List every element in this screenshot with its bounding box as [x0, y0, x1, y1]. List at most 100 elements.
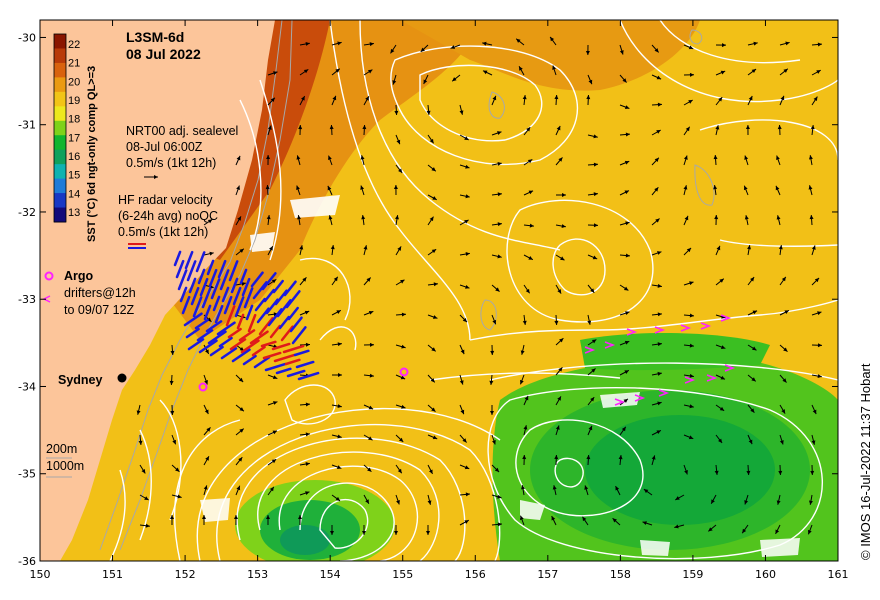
- current-arrowhead: [711, 499, 715, 504]
- current-arrowhead: [328, 215, 333, 220]
- current-arrowhead: [586, 455, 591, 460]
- radar-arrow: [262, 351, 282, 360]
- current-arrowhead: [686, 247, 692, 253]
- current-arrowhead: [482, 41, 487, 46]
- radar-arrow: [256, 307, 270, 324]
- current-arrowhead: [584, 485, 589, 490]
- drifter-chevron: [654, 326, 666, 334]
- current-arrowhead: [490, 350, 495, 355]
- current-arrowhead: [783, 347, 788, 352]
- radar-arrow: [228, 260, 239, 282]
- current-arrowhead: [138, 440, 143, 445]
- current-arrowhead: [775, 529, 780, 534]
- current-arrowhead: [751, 69, 757, 74]
- current-arrowhead: [720, 70, 726, 75]
- current-arrowhead: [623, 286, 629, 291]
- current-arrowhead: [561, 224, 566, 229]
- y-tick-label: -33: [18, 293, 36, 306]
- current-arrowhead: [298, 515, 302, 519]
- current-arrowhead: [655, 218, 660, 223]
- radar-arrow: [293, 349, 310, 357]
- current-arrowhead: [337, 41, 342, 46]
- current-arrowhead: [593, 192, 598, 197]
- radar-arrow: [206, 259, 215, 276]
- radar-arrow: [218, 336, 233, 348]
- radar-arrow: [243, 287, 254, 309]
- current-arrowhead: [236, 485, 241, 491]
- current-arrowhead: [426, 531, 430, 535]
- current-arrowhead: [554, 455, 559, 460]
- radar-arrow: [219, 269, 230, 291]
- radar-arrow: [209, 345, 224, 357]
- radar-arrow: [197, 268, 206, 285]
- title-product: L3SM-6d: [126, 29, 184, 45]
- current-arrowhead: [337, 404, 342, 409]
- current-arrowhead: [431, 407, 436, 412]
- current-arrowhead: [615, 486, 620, 491]
- y-tick-label: -30: [18, 31, 36, 44]
- colorbar-segment: [54, 91, 66, 107]
- current-arrowhead: [716, 245, 721, 251]
- radar-arrow: [232, 286, 242, 306]
- current-arrowhead: [520, 515, 524, 521]
- current-arrowhead: [429, 138, 434, 144]
- colorbar: 22 21 20 19 18 17 16 15 14 13: [53, 33, 80, 223]
- current-arrowhead: [746, 470, 751, 475]
- current-arrowhead: [401, 312, 406, 317]
- drifter-chevron: [720, 314, 732, 322]
- current-arrowhead: [497, 131, 502, 135]
- current-arrowhead: [817, 311, 822, 316]
- current-arrowhead: [464, 465, 470, 470]
- radar-arrow: [286, 369, 306, 378]
- drifter-chevron: [684, 376, 696, 384]
- x-tick-label: 154: [320, 568, 341, 581]
- current-arrowhead: [718, 438, 723, 443]
- current-arrowhead: [337, 342, 342, 347]
- drifter-tracks: [584, 314, 736, 406]
- radar-arrow: [203, 304, 212, 321]
- current-arrowhead: [273, 312, 278, 317]
- current-arrowhead: [368, 310, 374, 315]
- legend-radar-title: HF radar velocity: [118, 193, 213, 207]
- current-arrowhead: [625, 132, 630, 137]
- colorbar-tick-label: 22: [68, 39, 80, 51]
- current-arrowhead: [556, 125, 561, 131]
- current-arrowhead: [643, 489, 649, 494]
- current-arrowhead: [433, 282, 438, 287]
- radar-arrow: [251, 345, 266, 357]
- credit-label: © IMOS 16-Jul-2022 11:37 Hobart: [858, 363, 873, 560]
- current-arrowhead: [713, 155, 718, 160]
- current-arrowhead: [750, 408, 755, 413]
- sst-field: [40, 20, 838, 561]
- current-arrowhead: [462, 317, 467, 323]
- x-tick-label: 159: [682, 568, 703, 581]
- radar-arrow: [225, 305, 236, 327]
- current-arrowhead: [784, 310, 789, 315]
- radar-arrow: [214, 304, 224, 324]
- current-arrowhead: [808, 500, 813, 505]
- current-arrowhead: [269, 486, 274, 492]
- radar-arrow: [284, 358, 301, 366]
- radar-arrow: [231, 348, 251, 363]
- radar-arrow: [175, 259, 185, 279]
- x-tick-label: 160: [755, 568, 776, 581]
- current-arrowhead: [489, 380, 494, 385]
- current-arrowhead: [811, 440, 816, 445]
- radar-arrow: [227, 327, 242, 339]
- legend-bathy-200: 200m: [46, 442, 77, 456]
- radar-arrow: [263, 288, 275, 303]
- y-tick-label: -34: [18, 380, 36, 393]
- current-arrowhead: [423, 79, 428, 85]
- current-arrowhead: [336, 465, 342, 469]
- current-arrowhead: [136, 410, 141, 415]
- current-arrowhead: [299, 245, 304, 250]
- current-arrowhead: [205, 456, 209, 461]
- current-arrowhead: [624, 105, 630, 109]
- current-arrowhead: [783, 68, 788, 73]
- current-arrowhead: [689, 404, 694, 409]
- current-arrowhead: [432, 196, 437, 200]
- current-arrowhead: [431, 167, 436, 172]
- current-arrowhead: [369, 42, 374, 47]
- colorbar-segment: [54, 48, 66, 64]
- current-arrowhead: [744, 155, 749, 160]
